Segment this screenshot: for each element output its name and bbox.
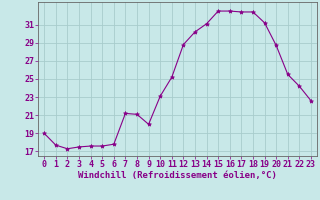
X-axis label: Windchill (Refroidissement éolien,°C): Windchill (Refroidissement éolien,°C) (78, 171, 277, 180)
